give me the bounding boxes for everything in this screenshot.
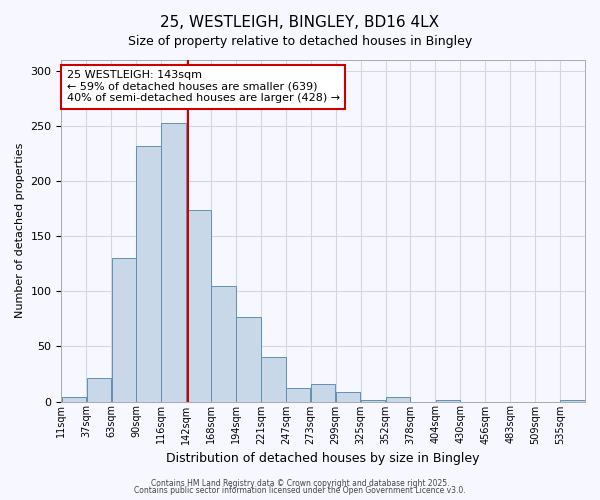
Bar bbox=[386, 397, 410, 402]
Y-axis label: Number of detached properties: Number of detached properties bbox=[15, 143, 25, 318]
Bar bbox=[286, 388, 310, 402]
Bar bbox=[86, 378, 111, 402]
X-axis label: Distribution of detached houses by size in Bingley: Distribution of detached houses by size … bbox=[166, 452, 480, 465]
Text: Size of property relative to detached houses in Bingley: Size of property relative to detached ho… bbox=[128, 35, 472, 48]
Text: 25 WESTLEIGH: 143sqm
← 59% of detached houses are smaller (639)
40% of semi-deta: 25 WESTLEIGH: 143sqm ← 59% of detached h… bbox=[67, 70, 340, 103]
Bar bbox=[560, 400, 585, 402]
Bar bbox=[187, 210, 211, 402]
Text: 25, WESTLEIGH, BINGLEY, BD16 4LX: 25, WESTLEIGH, BINGLEY, BD16 4LX bbox=[160, 15, 440, 30]
Bar bbox=[62, 397, 86, 402]
Bar bbox=[161, 123, 186, 402]
Text: Contains public sector information licensed under the Open Government Licence v3: Contains public sector information licen… bbox=[134, 486, 466, 495]
Bar bbox=[361, 400, 385, 402]
Bar bbox=[211, 286, 236, 402]
Bar bbox=[236, 316, 260, 402]
Bar bbox=[261, 358, 286, 402]
Bar bbox=[336, 392, 361, 402]
Bar bbox=[436, 400, 460, 402]
Bar bbox=[136, 146, 161, 402]
Bar bbox=[311, 384, 335, 402]
Text: Contains HM Land Registry data © Crown copyright and database right 2025.: Contains HM Land Registry data © Crown c… bbox=[151, 478, 449, 488]
Bar bbox=[112, 258, 136, 402]
